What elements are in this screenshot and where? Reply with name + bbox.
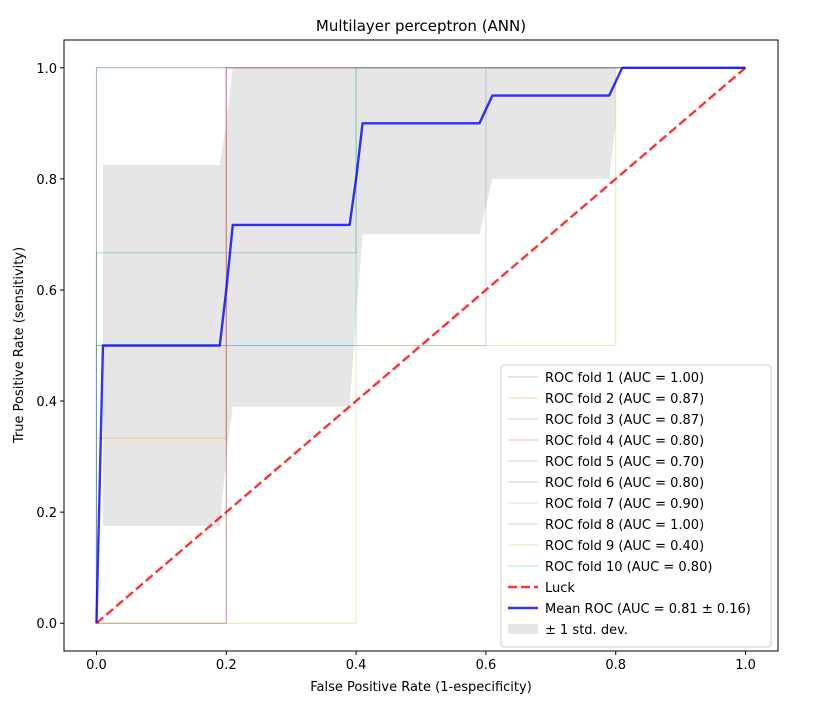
y-tick-label: 0.0 — [36, 617, 57, 632]
y-tick-label: 0.4 — [36, 395, 57, 410]
axes-frame — [63, 39, 779, 652]
legend-label: ± 1 std. dev. — [545, 623, 628, 638]
legend-label: ROC fold 5 (AUC = 0.70) — [545, 455, 704, 470]
roc-fold-4-line — [96, 67, 746, 624]
roc-fold-7-line — [95, 67, 746, 624]
x-axis-label: False Positive Rate (1-especificity) — [310, 680, 532, 695]
y-tick-label: 0.6 — [36, 284, 57, 299]
legend-swatch — [508, 624, 538, 634]
legend-label: ROC fold 3 (AUC = 0.87) — [545, 413, 704, 428]
legend-box — [500, 364, 772, 648]
legend-label: ROC fold 4 (AUC = 0.80) — [545, 434, 704, 449]
x-tick-label: 0.6 — [476, 658, 497, 673]
roc-fold-6-line — [96, 67, 746, 624]
legend-label: ROC fold 9 (AUC = 0.40) — [545, 539, 704, 554]
std-band — [102, 67, 616, 527]
x-tick-label: 0.4 — [346, 658, 367, 673]
y-axis-label: True Positive Rate (sensitivity) — [12, 247, 27, 444]
x-tick-label: 1.0 — [735, 658, 756, 673]
roc-fold-10-line — [95, 67, 746, 624]
y-tick-label: 1.0 — [36, 62, 57, 77]
roc-fold-5-line — [95, 67, 746, 624]
y-tick-label: 0.2 — [36, 506, 57, 521]
chart-title: Multilayer perceptron (ANN) — [316, 17, 526, 35]
legend-label: ROC fold 2 (AUC = 0.87) — [545, 392, 704, 407]
x-tick-label: 0.8 — [605, 658, 626, 673]
x-tick-label: 0.0 — [86, 658, 107, 673]
x-tick-label: 0.2 — [216, 658, 237, 673]
legend-label: Mean ROC (AUC = 0.81 ± 0.16) — [545, 602, 751, 617]
y-tick-label: 0.8 — [36, 173, 57, 188]
roc-fold-8-line — [95, 67, 746, 624]
plot-area: 0.0 0.2 0.4 0.6 0.8 1.0 0.0 0.2 0.4 0.6 0.8 1.0 — [36, 39, 779, 673]
roc-fold-3-line — [95, 67, 746, 624]
legend-label: ROC fold 10 (AUC = 0.80) — [545, 560, 712, 575]
legend-label: ROC fold 6 (AUC = 0.80) — [545, 476, 704, 491]
roc-fold-2-line — [95, 67, 746, 624]
legend-label: ROC fold 7 (AUC = 0.90) — [545, 497, 704, 512]
legend-label: Luck — [545, 581, 575, 596]
legend-label: ROC fold 1 (AUC = 1.00) — [545, 371, 704, 386]
roc-fold-1-line — [95, 67, 746, 624]
legend-label: ROC fold 8 (AUC = 1.00) — [545, 518, 704, 533]
mean-roc-line — [95, 66, 746, 624]
legend: ROC fold 1 (AUC = 1.00) ROC fold 2 (AUC =… — [500, 364, 772, 648]
